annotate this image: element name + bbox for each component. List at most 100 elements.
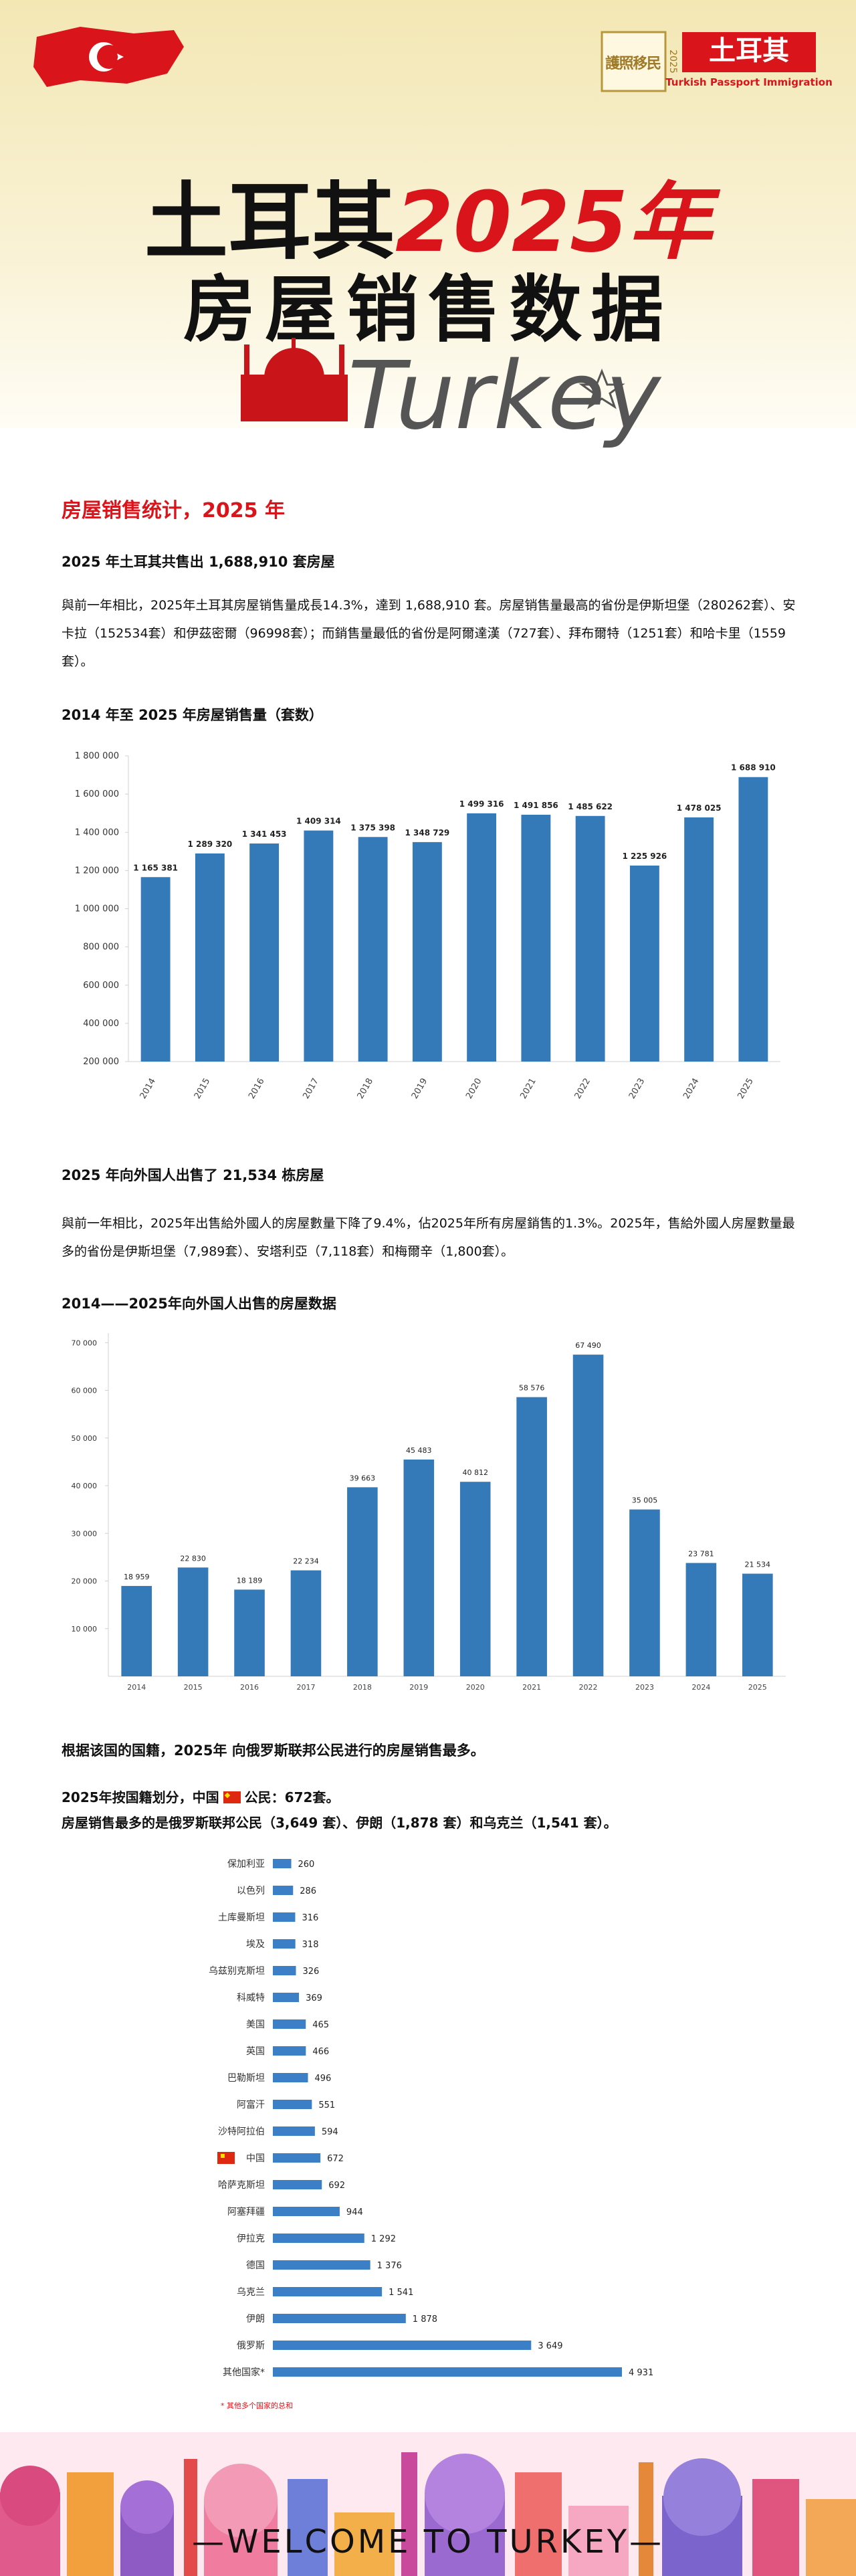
brand-box — [682, 32, 816, 72]
value-label: 18 959 — [124, 1573, 150, 1581]
y-tick-label: 中国 — [246, 2153, 265, 2164]
y-tick-label: 1 200 000 — [75, 866, 119, 876]
title-red: 2025年 — [395, 174, 721, 271]
bar — [249, 843, 280, 1062]
value-label: 40 812 — [462, 1468, 488, 1477]
y-tick-label: 400 000 — [83, 1019, 119, 1029]
block-title: 2025 年向外国人出售了 21,534 栋房屋 — [62, 1167, 324, 1183]
bar — [738, 777, 768, 1062]
logo-year: 2025 — [667, 49, 678, 74]
chart: 200 000 400 000 600 000 800 000 1 000 000 1 2… — [75, 751, 780, 1101]
y-tick-label: 30 000 — [72, 1529, 98, 1538]
x-tick-label: 2014 — [138, 1077, 158, 1101]
bar — [273, 2234, 364, 2243]
x-tick-label: 2014 — [127, 1683, 146, 1692]
value-label: 496 — [315, 2074, 332, 2084]
text: 公民：672套。 — [244, 1789, 340, 1805]
block-title: 2025 年土耳其共售出 1,688,910 套房屋 — [62, 554, 335, 570]
y-tick-label: 20 000 — [72, 1577, 98, 1586]
bar — [516, 1397, 547, 1676]
value-label: 22 830 — [180, 1554, 206, 1563]
y-tick-label: 200 000 — [83, 1057, 119, 1067]
block-line: 房屋销售最多的是俄罗斯联邦公民（3,649 套）、伊朗（1,878 套）和乌克兰… — [62, 1815, 617, 1831]
y-tick-label: 科威特 — [237, 1993, 265, 2003]
y-tick-label: 阿富汗 — [237, 2099, 265, 2110]
value-label: 1 499 316 — [459, 799, 504, 809]
y-tick-label: 美国 — [246, 2019, 265, 2030]
x-tick-label: 2025 — [748, 1683, 767, 1692]
deco-star — [578, 368, 625, 409]
bar — [273, 2073, 308, 2082]
y-tick-label: 巴勒斯坦 — [227, 2073, 265, 2084]
x-tick-label: 2022 — [579, 1683, 598, 1692]
bar — [273, 2314, 406, 2323]
value-label: 1 289 320 — [187, 839, 232, 849]
y-tick-label: 哈萨克斯坦 — [218, 2180, 265, 2191]
y-tick-label: 沙特阿拉伯 — [218, 2126, 265, 2137]
x-tick-label: 2023 — [635, 1683, 654, 1692]
value-label: 18 189 — [237, 1576, 263, 1585]
y-tick-label: 其他国家* — [223, 2367, 265, 2378]
bar — [412, 841, 442, 1062]
y-tick-label: 600 000 — [83, 981, 119, 991]
y-tick-label: 伊拉克 — [237, 2234, 265, 2244]
y-tick-label: 1 400 000 — [75, 827, 119, 837]
bar — [121, 1585, 152, 1676]
y-tick-label: 1 000 000 — [75, 904, 119, 914]
bar — [273, 2019, 306, 2029]
bar — [273, 1993, 300, 2002]
value-label: 1 478 025 — [677, 803, 722, 813]
value-label: 316 — [302, 1913, 318, 1923]
y-tick-label: 土库曼斯坦 — [218, 1912, 265, 1923]
x-tick-label: 2015 — [193, 1077, 213, 1101]
value-label: 1 165 381 — [133, 863, 178, 872]
value-label: 22 234 — [293, 1557, 319, 1566]
y-tick-label: 10 000 — [72, 1625, 98, 1633]
x-tick-label: 2020 — [464, 1077, 484, 1101]
y-tick-label: 伊朗 — [246, 2314, 265, 2324]
x-tick-label: 2016 — [247, 1077, 267, 1101]
footer-text: —WELCOME TO TURKEY— — [192, 2523, 664, 2561]
main-title: 土耳其2025年 — [144, 174, 721, 271]
y-tick-label: 1 600 000 — [75, 789, 119, 799]
x-tick-label: 2015 — [184, 1683, 203, 1692]
x-tick-label: 2018 — [353, 1683, 372, 1692]
footer-art: —WELCOME TO TURKEY— — [0, 2432, 856, 2576]
bar — [742, 1573, 773, 1676]
chart: 保加利亚 260 以色列 286 土库曼斯坦 316 埃及 318 乌兹别克斯坦 326 科威特 36… — [209, 1859, 653, 2410]
bar — [273, 2260, 370, 2270]
value-label: 944 — [346, 2207, 363, 2217]
bar — [685, 1563, 717, 1676]
x-tick-label: 2023 — [627, 1077, 647, 1101]
y-tick-label: 50 000 — [72, 1434, 98, 1443]
subtitle: 房屋销售数据 — [183, 268, 673, 352]
bar — [684, 817, 714, 1062]
y-tick-label: 俄罗斯 — [237, 2341, 265, 2351]
bar — [195, 853, 225, 1062]
value-label: 3 649 — [538, 2341, 562, 2351]
block-title: 根据该国的国籍，2025年 向俄罗斯联邦公民进行的房屋销售最多。 — [62, 1743, 485, 1759]
y-tick-label: 乌克兰 — [237, 2287, 265, 2298]
value-label: 1 409 314 — [296, 817, 341, 826]
flag-star — [221, 2154, 225, 2158]
bar — [273, 2153, 321, 2163]
y-tick-label: 德国 — [246, 2260, 265, 2271]
mosque — [241, 338, 348, 421]
bar — [575, 815, 605, 1062]
x-tick-label: 2017 — [296, 1683, 315, 1692]
value-label: 286 — [300, 1886, 316, 1896]
value-label: 260 — [298, 1860, 315, 1870]
chart-title: 2014——2025年向外国人出售的房屋数据 — [62, 1296, 336, 1312]
x-tick-label: 2024 — [691, 1683, 710, 1692]
value-label: 465 — [312, 2020, 329, 2030]
china-flag — [217, 2152, 235, 2164]
logo-box — [601, 31, 667, 92]
value-label: 21 534 — [745, 1561, 771, 1569]
brand-en: Turkish Passport Immigration — [665, 76, 833, 88]
bar — [572, 1355, 604, 1676]
value-label: 39 663 — [350, 1474, 376, 1482]
value-label: 1 376 — [377, 2261, 402, 2271]
bar — [273, 1859, 292, 1868]
value-label: 1 225 926 — [622, 852, 667, 861]
value-label: 466 — [312, 2047, 329, 2057]
